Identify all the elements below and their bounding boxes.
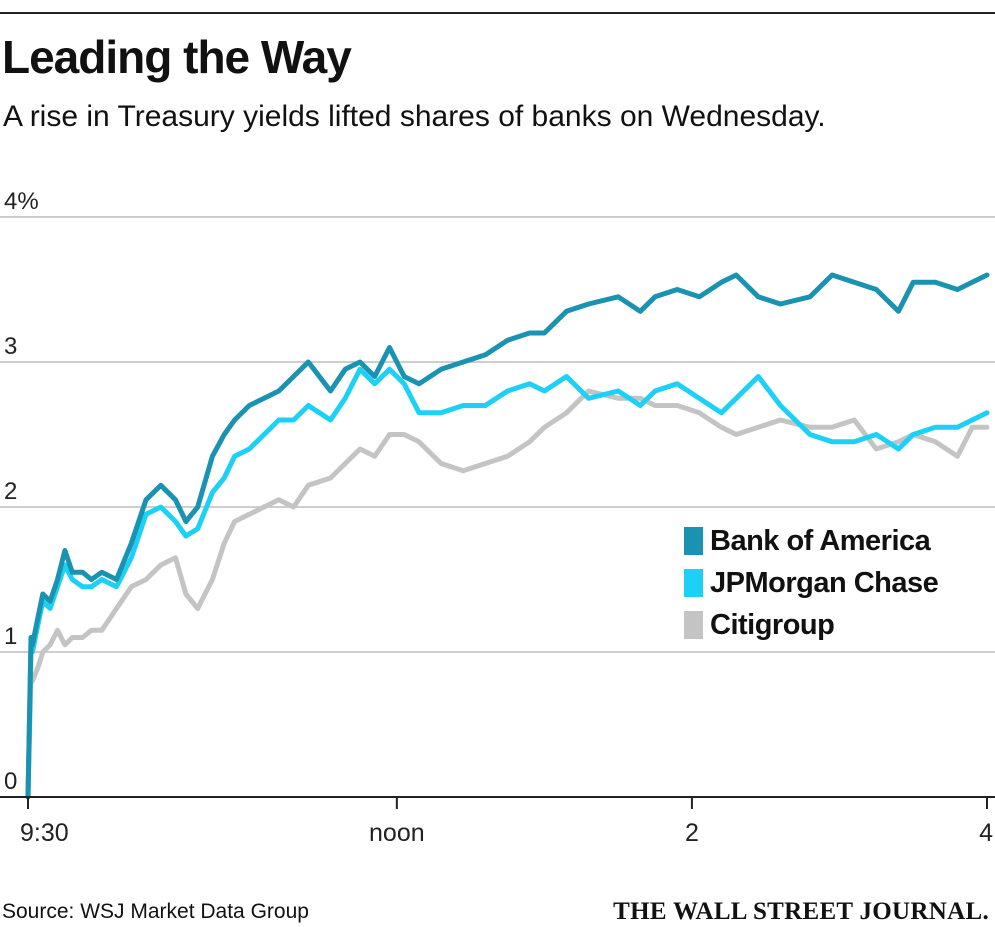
series-line-jpmorgan-chase xyxy=(25,366,990,800)
y-tick-label: 1 xyxy=(4,623,17,650)
legend-swatch-bank-of-america xyxy=(684,527,703,555)
x-tick-label: noon xyxy=(369,819,425,847)
legend-label-bank-of-america: Bank of America xyxy=(710,524,931,557)
x-tick-label: 4 xyxy=(979,819,993,847)
legend-swatch-citigroup xyxy=(684,611,703,639)
x-tick-label: 9:30 xyxy=(20,819,69,847)
y-tick-label: 2 xyxy=(4,478,17,505)
publisher-logo: THE WALL STREET JOURNAL. xyxy=(613,898,989,925)
legend-swatch-jpmorgan-chase xyxy=(684,569,703,597)
top-rule xyxy=(0,12,995,14)
y-tick-label: 0 xyxy=(4,768,17,795)
legend: Bank of America JPMorgan Chase Citigroup xyxy=(684,520,939,646)
legend-label-jpmorgan-chase: JPMorgan Chase xyxy=(710,566,939,599)
chart-subtitle: A rise in Treasury yields lifted shares … xyxy=(3,100,826,133)
legend-item-citigroup: Citigroup xyxy=(684,604,938,646)
y-tick-label: 4% xyxy=(4,188,39,215)
series-line-bank-of-america xyxy=(25,272,990,800)
legend-label-citigroup: Citigroup xyxy=(710,608,835,641)
legend-item-bank-of-america: Bank of America xyxy=(684,520,938,562)
chart-title: Leading the Way xyxy=(2,31,352,83)
legend-item-jpmorgan-chase: JPMorgan Chase xyxy=(684,562,939,604)
source-note: Source: WSJ Market Data Group xyxy=(2,900,309,923)
y-tick-label: 3 xyxy=(4,333,17,360)
x-tick-label: 2 xyxy=(685,819,699,847)
series-line-citigroup xyxy=(25,388,990,800)
